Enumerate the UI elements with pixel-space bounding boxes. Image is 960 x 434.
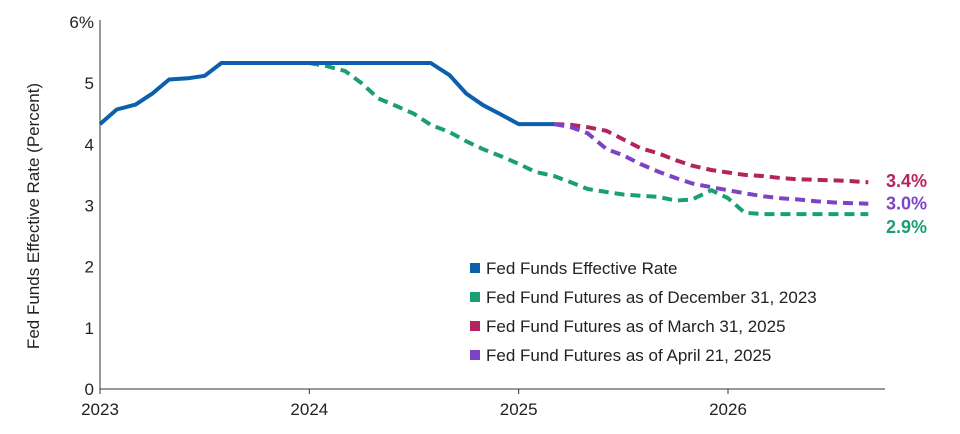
- series-line-3: [553, 122, 869, 206]
- legend-label: Fed Funds Effective Rate: [486, 259, 678, 278]
- series-line-1: [308, 61, 869, 217]
- end-labels: 3.4% 3.0% 2.9%: [886, 171, 927, 237]
- y-tick-label: 0: [85, 380, 94, 399]
- series-layer: [98, 61, 869, 217]
- y-tick-label: 4: [85, 135, 94, 154]
- x-axis-ticks: 2023 2024 2025 2026: [81, 389, 747, 419]
- y-axis-ticks: 0 1 2 3 4 5 6%: [69, 13, 94, 399]
- end-value-label: 3.0%: [886, 194, 927, 214]
- y-tick-label: 6%: [69, 13, 94, 32]
- legend: Fed Funds Effective Rate Fed Fund Futures…: [470, 259, 817, 365]
- legend-label: Fed Fund Futures as of April 21, 2025: [486, 346, 771, 365]
- y-tick-label: 2: [85, 258, 94, 277]
- series-line-2: [554, 122, 869, 185]
- x-tick-label: 2024: [290, 400, 328, 419]
- end-value-label: 3.4%: [886, 171, 927, 191]
- end-value-label: 2.9%: [886, 217, 927, 237]
- y-axis-label: Fed Funds Effective Rate (Percent): [24, 83, 43, 349]
- legend-swatch: [470, 292, 480, 302]
- legend-swatch: [470, 263, 480, 273]
- legend-swatch: [470, 350, 480, 360]
- x-tick-label: 2023: [81, 400, 119, 419]
- legend-swatch: [470, 321, 480, 331]
- legend-label: Fed Fund Futures as of December 31, 2023: [486, 288, 817, 307]
- y-tick-label: 5: [85, 74, 94, 93]
- x-tick-label: 2025: [500, 400, 538, 419]
- legend-label: Fed Fund Futures as of March 31, 2025: [486, 317, 786, 336]
- series-line-0: [98, 61, 555, 127]
- y-tick-label: 3: [85, 197, 94, 216]
- y-tick-label: 1: [85, 319, 94, 338]
- x-tick-label: 2026: [709, 400, 747, 419]
